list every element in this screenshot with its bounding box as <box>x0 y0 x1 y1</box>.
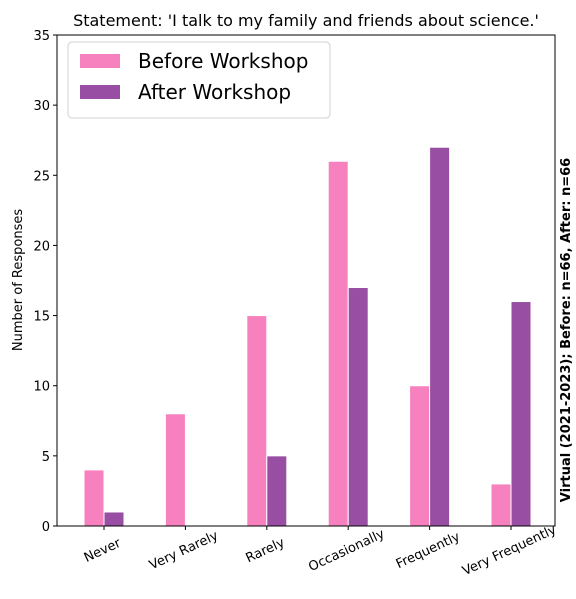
chart-title: Statement: 'I talk to my family and frie… <box>73 11 539 30</box>
bar <box>510 301 532 527</box>
legend-swatch <box>80 85 120 99</box>
y-tick-label: 30 <box>33 99 50 114</box>
bar <box>327 160 349 527</box>
x-tick-label: Occasionally <box>306 527 387 575</box>
legend-swatch <box>80 54 120 68</box>
bar <box>409 385 431 527</box>
y-tick-label: 15 <box>33 310 50 325</box>
bar <box>490 483 512 527</box>
bar <box>246 315 268 527</box>
y-axis-label: Number of Responses <box>11 209 26 351</box>
annotation: Virtual (2021-2023); Before: n=66, After… <box>559 158 574 502</box>
x-tick-label: Very Rarely <box>147 528 221 573</box>
y-tick-label: 35 <box>33 29 50 44</box>
y-tick-label: 0 <box>42 520 50 535</box>
y-tick-label: 20 <box>33 239 50 254</box>
plot-frame <box>56 34 556 527</box>
bar <box>266 455 288 527</box>
bar <box>83 469 105 527</box>
bar <box>347 287 369 527</box>
x-tick-label: Never <box>82 536 124 566</box>
x-tick-label: Very Frequently <box>460 522 559 579</box>
legend-box <box>67 41 331 119</box>
y-tick-label: 5 <box>42 450 50 465</box>
y-tick-label: 10 <box>33 380 50 395</box>
y-tick-label: 25 <box>33 169 50 184</box>
x-tick-label: Rarely <box>244 535 288 566</box>
bar <box>103 511 125 527</box>
legend-label: Before Workshop <box>138 49 308 73</box>
legend-label: After Workshop <box>138 80 291 104</box>
bar <box>429 146 451 527</box>
bar <box>164 413 186 527</box>
x-tick-label: Frequently <box>394 529 463 572</box>
